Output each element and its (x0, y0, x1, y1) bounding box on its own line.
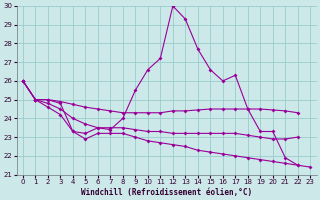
X-axis label: Windchill (Refroidissement éolien,°C): Windchill (Refroidissement éolien,°C) (81, 188, 252, 197)
